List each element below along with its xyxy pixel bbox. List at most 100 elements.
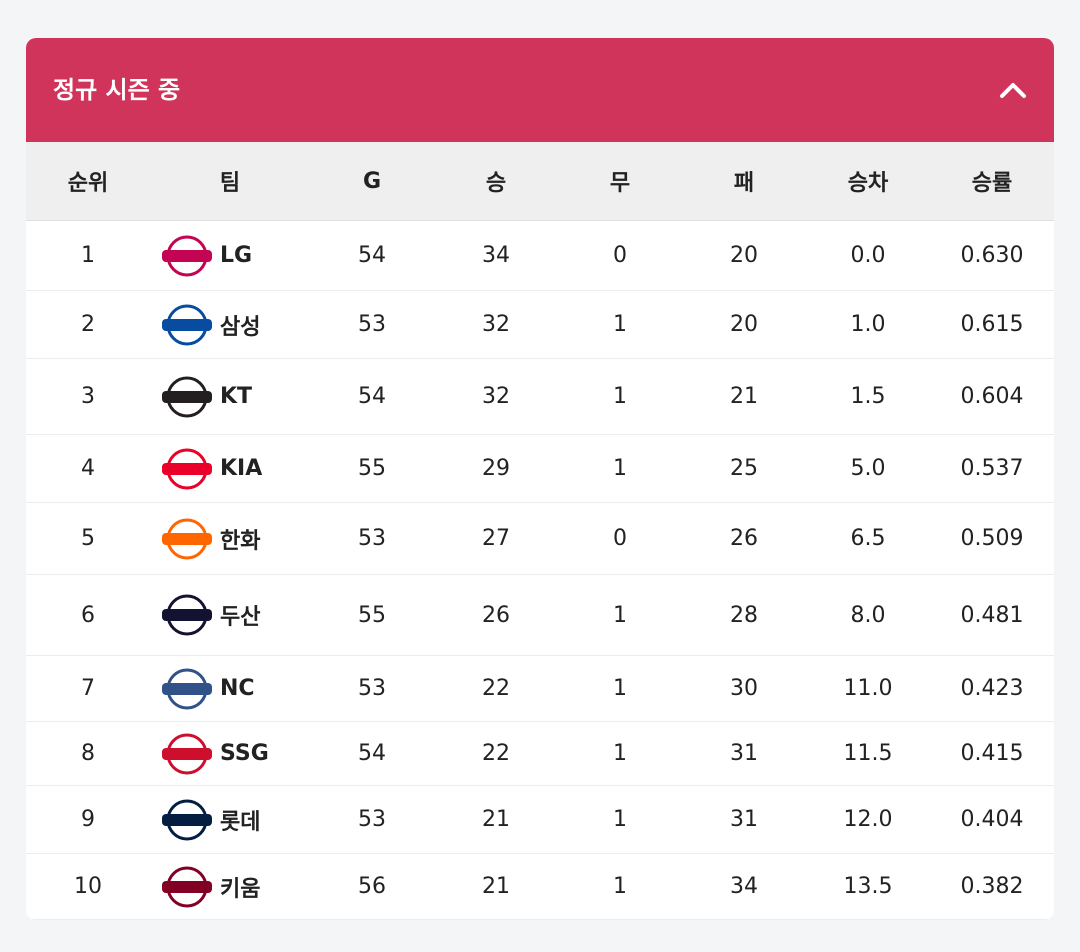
table-cell: 29 <box>482 456 510 481</box>
team-name: SSG <box>220 741 269 766</box>
team-name: 한화 <box>220 528 261 554</box>
logo-shape <box>162 390 212 403</box>
team-logo <box>162 235 212 276</box>
table-cell: 26 <box>482 602 510 628</box>
table-cell: 22 <box>482 676 510 701</box>
team-name: 두산 <box>220 605 261 630</box>
table-cell: 21 <box>730 384 758 409</box>
standings-table: 순위 팀 G 승 무 패 승차 승률 1 LG 54 34 0 20 0.0 0.630 2 삼성 53 32 1 20 1… <box>26 142 1054 920</box>
header-title: 정규 시즌 중 <box>53 76 181 104</box>
table-cell: 55 <box>358 456 386 481</box>
team-logo <box>162 733 212 774</box>
table-cell: 26 <box>730 526 758 551</box>
column-header-row: 순위 팀 G 승 무 패 승차 승률 <box>26 142 1054 221</box>
logo-shape <box>162 609 212 621</box>
table-cell: 0.604 <box>960 384 1024 409</box>
table-cell: 27 <box>482 526 510 551</box>
table-cell: 56 <box>358 874 386 899</box>
team-cell: KT <box>150 376 310 418</box>
table-row: 4 KIA 55 29 1 25 5.0 0.537 <box>26 435 1054 503</box>
table-cell: 1 <box>81 243 95 268</box>
table-row: 5 한화 53 27 0 26 6.5 0.509 <box>26 503 1054 575</box>
team-cell: KIA <box>150 448 310 490</box>
table-cell: 22 <box>482 741 510 766</box>
table-row: 10 키움 56 21 1 34 13.5 0.382 <box>26 854 1054 920</box>
table-cell: 6 <box>81 602 95 628</box>
table-cell: 54 <box>358 243 386 268</box>
table-row: 6 두산 55 26 1 28 8.0 0.481 <box>26 575 1054 656</box>
team-cell: 한화 <box>150 518 310 560</box>
column-header: 팀 <box>219 171 241 196</box>
table-cell: 1.5 <box>850 384 886 409</box>
table-cell: 0.481 <box>960 602 1024 628</box>
standings-card: 정규 시즌 중 순위 팀 G 승 무 패 승차 승률 1 LG 54 34 0 20 0.0 0.630 2 삼성… <box>26 38 1054 920</box>
table-cell: 53 <box>358 676 386 701</box>
table-cell: 31 <box>730 741 758 766</box>
table-cell: 21 <box>482 874 510 899</box>
logo-shape <box>162 682 212 695</box>
team-logo <box>162 304 212 345</box>
table-cell: 0 <box>613 243 627 268</box>
team-cell: 키움 <box>150 866 310 908</box>
table-row: 8 SSG 54 22 1 31 11.5 0.415 <box>26 722 1054 786</box>
table-cell: 1 <box>613 384 627 409</box>
team-name: KT <box>220 384 253 409</box>
table-cell: 8.0 <box>850 602 886 628</box>
column-header: 순위 <box>67 171 109 196</box>
team-cell: LG <box>150 235 310 277</box>
table-cell: 1 <box>613 602 627 628</box>
logo-shape <box>162 813 212 826</box>
table-cell: 1 <box>613 676 627 701</box>
table-cell: 12.0 <box>843 807 893 832</box>
table-cell: 0.630 <box>960 243 1024 268</box>
collapse-icon[interactable] <box>998 78 1028 102</box>
table-cell: 0.537 <box>960 456 1024 481</box>
table-cell: 0.382 <box>960 874 1024 899</box>
table-cell: 4 <box>81 456 95 481</box>
logo-shape <box>162 318 212 331</box>
table-cell: 53 <box>358 312 386 337</box>
table-cell: 31 <box>730 807 758 832</box>
team-name: 롯데 <box>220 809 261 835</box>
team-logo <box>162 518 212 559</box>
logo-shape <box>162 249 212 262</box>
table-cell: 0.404 <box>960 807 1024 832</box>
table-cell: 7 <box>81 676 95 701</box>
team-cell: 삼성 <box>150 304 310 346</box>
column-header: G <box>362 168 382 194</box>
table-cell: 11.0 <box>843 676 893 701</box>
table-cell: 1 <box>613 312 627 337</box>
table-cell: 0.415 <box>960 741 1024 766</box>
logo-shape <box>162 532 212 545</box>
table-cell: 6.5 <box>850 526 886 551</box>
team-cell: SSG <box>150 733 310 775</box>
team-name: KIA <box>220 456 263 481</box>
card-header[interactable]: 정규 시즌 중 <box>26 38 1054 142</box>
team-logo <box>162 594 212 636</box>
logo-shape <box>162 747 212 760</box>
table-cell: 3 <box>81 384 95 409</box>
team-cell: NC <box>150 668 310 710</box>
table-cell: 2 <box>81 312 95 337</box>
table-cell: 0.509 <box>960 526 1024 551</box>
column-header: 승차 <box>847 171 889 196</box>
table-cell: 54 <box>358 384 386 409</box>
team-logo <box>162 376 212 417</box>
table-cell: 32 <box>482 384 510 409</box>
team-name: 키움 <box>220 876 261 902</box>
table-cell: 13.5 <box>843 874 893 899</box>
logo-shape <box>162 880 212 893</box>
team-logo <box>162 866 212 907</box>
table-cell: 1 <box>613 741 627 766</box>
table-row: 1 LG 54 34 0 20 0.0 0.630 <box>26 221 1054 291</box>
table-cell: 55 <box>358 602 386 628</box>
table-cell: 5 <box>81 526 95 551</box>
table-cell: 32 <box>482 312 510 337</box>
team-cell: 두산 <box>150 594 310 636</box>
table-cell: 34 <box>482 243 510 268</box>
table-cell: 30 <box>730 676 758 701</box>
table-cell: 28 <box>730 602 758 628</box>
team-name: NC <box>220 676 255 701</box>
logo-shape <box>162 462 212 475</box>
